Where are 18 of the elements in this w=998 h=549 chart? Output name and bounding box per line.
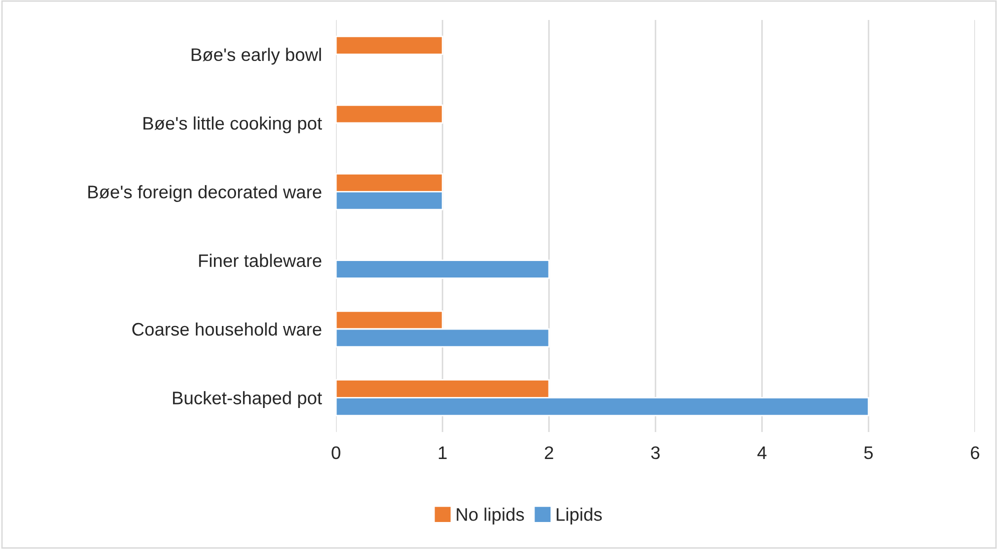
legend-label: Lipids bbox=[556, 508, 602, 524]
x-tick-label: 3 bbox=[651, 446, 660, 460]
x-tick-label: 4 bbox=[757, 446, 766, 459]
bar bbox=[336, 104, 444, 124]
x-tick-label: 5 bbox=[864, 446, 873, 460]
y-tick-label: Bøe's early bowl bbox=[192, 48, 321, 65]
x-tick-label: 6 bbox=[970, 446, 980, 460]
y-tick-label: Bucket-shaped pot bbox=[173, 391, 322, 408]
bar bbox=[336, 36, 444, 56]
x-tick-label: 2 bbox=[544, 446, 554, 459]
y-tick-label: Bøe's foreign decorated ware bbox=[88, 185, 322, 202]
x-tick-label: 0 bbox=[332, 446, 340, 460]
y-tick-label: Coarse household ware bbox=[132, 322, 322, 336]
bar bbox=[336, 260, 550, 279]
legend-label: No lipids bbox=[456, 508, 524, 524]
y-tick-label: Bøe's little cooking pot bbox=[144, 116, 322, 134]
x-tick-label: 1 bbox=[438, 446, 447, 459]
y-tick-label: Finer tableware bbox=[199, 254, 322, 268]
